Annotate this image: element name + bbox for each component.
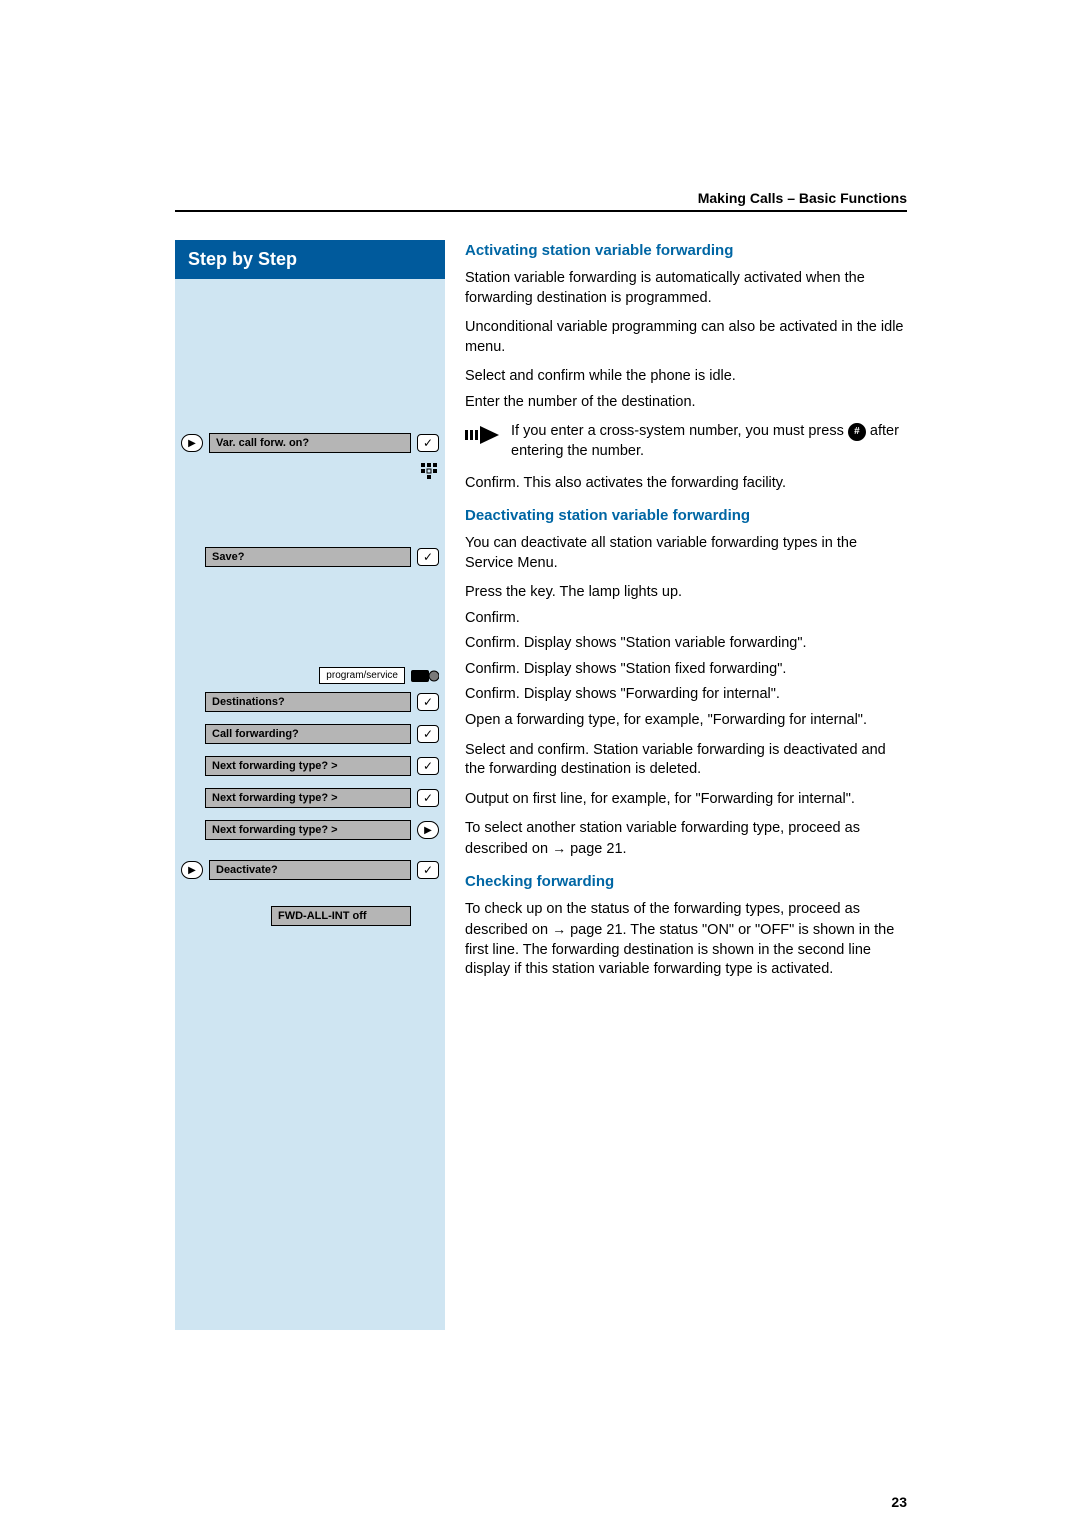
paragraph: Select and confirm while the phone is id… <box>465 367 907 387</box>
step-deactivate: ▶ Deactivate? ✓ <box>175 856 445 884</box>
instruction-column: Activating station variable forwarding S… <box>445 240 907 1330</box>
step-keypad <box>175 457 445 485</box>
page-header: Making Calls – Basic Functions <box>175 190 907 210</box>
confirm-check-icon: ✓ <box>417 548 439 566</box>
confirm-check-icon: ✓ <box>417 789 439 807</box>
paragraph: To select another station variable forwa… <box>465 819 907 859</box>
step-fwd-off: FWD-ALL-INT off <box>175 902 445 930</box>
note-text: If you enter a cross-system number, you … <box>511 422 907 461</box>
note-callout: If you enter a cross-system number, you … <box>465 422 907 461</box>
program-service-key: program/service <box>319 667 405 684</box>
paragraph: You can deactivate all station variable … <box>465 534 907 573</box>
display-next-type: Next forwarding type? > <box>205 820 411 840</box>
paragraph: Confirm. Display shows "Station fixed fo… <box>465 660 907 680</box>
step-program-service: program/service <box>175 663 445 688</box>
open-arrow-icon: ▶ <box>417 821 439 839</box>
page-number: 23 <box>891 1494 907 1510</box>
paragraph: Station variable forwarding is automatic… <box>465 269 907 308</box>
note-arrow-icon <box>465 424 501 446</box>
paragraph: Unconditional variable programming can a… <box>465 318 907 357</box>
text-part: page 21. <box>566 841 626 857</box>
section-title-activating: Activating station variable forwarding <box>465 242 907 259</box>
paragraph: Output on first line, for example, for "… <box>465 790 907 810</box>
step-by-step-header: Step by Step <box>175 240 445 279</box>
step-destinations: Destinations? ✓ <box>175 688 445 716</box>
display-next-type: Next forwarding type? > <box>205 788 411 808</box>
confirm-check-icon: ✓ <box>417 693 439 711</box>
header-divider <box>175 210 907 212</box>
step-next-type-2: Next forwarding type? > ✓ <box>175 784 445 812</box>
display-destinations: Destinations? <box>205 692 411 712</box>
paragraph: Open a forwarding type, for example, "Fo… <box>465 711 907 731</box>
step-column: Step by Step ▶ Var. call forw. on? ✓ <box>175 240 445 1330</box>
scroll-arrow-icon: ▶ <box>181 434 203 452</box>
step-next-type-1: Next forwarding type? > ✓ <box>175 752 445 780</box>
lamp-icon <box>411 668 439 684</box>
note-part1: If you enter a cross-system number, you … <box>511 423 848 439</box>
display-fwd-off: FWD-ALL-INT off <box>271 906 411 926</box>
step-var-call-forw: ▶ Var. call forw. on? ✓ <box>175 429 445 457</box>
confirm-check-icon: ✓ <box>417 757 439 775</box>
paragraph: To check up on the status of the forward… <box>465 900 907 979</box>
step-save: Save? ✓ <box>175 543 445 571</box>
step-call-forwarding: Call forwarding? ✓ <box>175 720 445 748</box>
paragraph: Enter the number of the destination. <box>465 393 907 413</box>
arrow-inline-icon: → <box>552 921 566 937</box>
confirm-check-icon: ✓ <box>417 861 439 879</box>
display-call-fwd: Call forwarding? <box>205 724 411 744</box>
confirm-check-icon: ✓ <box>417 725 439 743</box>
paragraph: Confirm. <box>465 609 907 629</box>
display-var-call: Var. call forw. on? <box>209 433 411 453</box>
display-save: Save? <box>205 547 411 567</box>
section-title-deactivating: Deactivating station variable forwarding <box>465 507 907 524</box>
hash-key-icon: # <box>848 423 866 441</box>
arrow-inline-icon: → <box>552 840 566 856</box>
text-part: To select another station variable forwa… <box>465 820 860 857</box>
paragraph: Confirm. Display shows "Station variable… <box>465 634 907 654</box>
scroll-arrow-icon: ▶ <box>181 861 203 879</box>
display-next-type: Next forwarding type? > <box>205 756 411 776</box>
paragraph: Press the key. The lamp lights up. <box>465 583 907 603</box>
paragraph: Confirm. This also activates the forward… <box>465 474 907 494</box>
section-title-checking: Checking forwarding <box>465 873 907 890</box>
confirm-check-icon: ✓ <box>417 434 439 452</box>
display-deactivate: Deactivate? <box>209 860 411 880</box>
paragraph: Confirm. Display shows "Forwarding for i… <box>465 685 907 705</box>
step-next-type-3: Next forwarding type? > ▶ <box>175 816 445 844</box>
keypad-icon <box>419 461 439 481</box>
paragraph: Select and confirm. Station variable for… <box>465 741 907 780</box>
